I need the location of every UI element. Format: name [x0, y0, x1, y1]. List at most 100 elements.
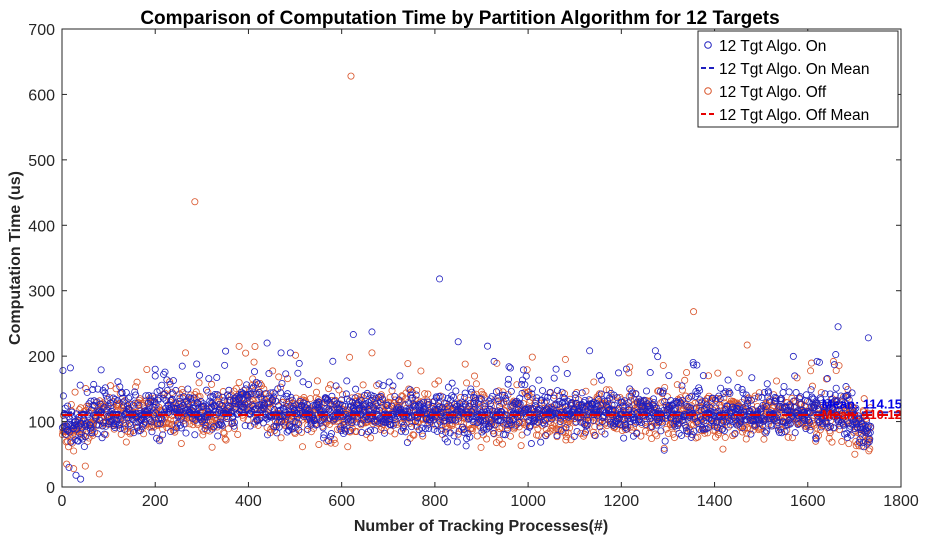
point-algo-on	[550, 394, 558, 402]
point-algo-off	[404, 360, 412, 368]
point-algo-on	[247, 390, 255, 398]
point-algo-on	[527, 440, 535, 448]
point-algo-off	[81, 462, 89, 470]
point-algo-on	[118, 389, 126, 397]
x-tick-label: 0	[58, 493, 67, 510]
point-algo-on	[372, 407, 380, 415]
point-algo-on	[443, 438, 451, 446]
point-algo-on	[560, 398, 568, 406]
point-algo-on	[89, 386, 97, 394]
point-algo-on	[283, 428, 291, 436]
point-algo-on	[273, 429, 281, 437]
point-algo-on	[699, 372, 707, 380]
point-algo-on	[648, 423, 656, 431]
point-algo-on	[748, 374, 756, 382]
point-algo-on	[199, 402, 207, 410]
point-algo-on	[775, 428, 783, 436]
point-algo-on	[379, 396, 387, 404]
y-tick-label: 400	[28, 218, 55, 235]
point-algo-on	[642, 420, 650, 428]
point-algo-on	[722, 388, 730, 396]
point-algo-on	[347, 427, 355, 435]
point-algo-off	[561, 355, 569, 363]
point-algo-on	[109, 394, 117, 402]
point-algo-off	[751, 395, 759, 403]
point-algo-on	[791, 372, 799, 380]
point-algo-on	[693, 361, 701, 369]
point-algo-on	[101, 389, 109, 397]
point-algo-off	[391, 430, 399, 438]
y-tick-label: 500	[28, 153, 55, 170]
point-algo-off	[683, 368, 691, 376]
point-algo-on	[535, 376, 543, 384]
point-algo-off	[249, 375, 257, 383]
point-algo-on	[168, 395, 176, 403]
point-algo-off	[141, 421, 149, 429]
point-algo-on	[688, 392, 696, 400]
point-algo-on	[761, 416, 769, 424]
point-algo-on	[629, 389, 637, 397]
point-algo-on	[818, 415, 826, 423]
point-algo-on	[823, 375, 831, 383]
point-algo-on	[468, 388, 476, 396]
point-algo-on	[865, 438, 873, 446]
point-algo-on	[231, 394, 239, 402]
point-algo-on	[295, 426, 303, 434]
point-algo-off	[538, 422, 546, 430]
point-algo-off	[284, 375, 292, 383]
point-algo-on	[467, 385, 475, 393]
point-algo-on	[867, 422, 875, 430]
point-algo-on	[697, 406, 705, 414]
point-algo-on	[773, 422, 781, 430]
point-algo-on	[209, 393, 217, 401]
point-algo-off	[838, 438, 846, 446]
point-algo-off	[376, 403, 384, 411]
point-algo-on	[835, 418, 843, 426]
point-algo-on	[539, 419, 547, 427]
point-algo-on	[314, 398, 322, 406]
point-algo-on	[418, 430, 426, 438]
point-algo-on	[71, 422, 79, 430]
point-algo-on	[760, 415, 768, 423]
x-tick-label: 800	[422, 493, 449, 510]
point-algo-on	[395, 396, 403, 404]
point-algo-on	[364, 428, 372, 436]
point-algo-off	[367, 434, 375, 442]
point-algo-off	[860, 395, 868, 403]
point-algo-on	[341, 427, 349, 435]
point-algo-off	[64, 437, 72, 445]
point-algo-on	[265, 370, 273, 378]
point-algo-on	[615, 404, 623, 412]
point-algo-on	[433, 427, 441, 435]
point-algo-on	[329, 416, 337, 424]
point-algo-on	[725, 388, 733, 396]
point-algo-on	[332, 382, 340, 390]
point-algo-on	[241, 400, 249, 408]
point-algo-on	[688, 431, 696, 439]
point-algo-on	[682, 424, 690, 432]
legend-marker	[704, 41, 712, 49]
point-algo-on	[718, 419, 726, 427]
point-algo-on	[658, 419, 666, 427]
point-algo-on	[832, 384, 840, 392]
point-algo-on	[406, 407, 414, 415]
point-algo-on	[90, 380, 98, 388]
point-algo-on	[270, 393, 278, 401]
point-algo-on	[436, 403, 444, 411]
point-algo-on	[833, 398, 841, 406]
point-algo-off	[220, 429, 228, 437]
point-algo-on	[717, 384, 725, 392]
point-algo-off	[594, 395, 602, 403]
point-algo-on	[542, 432, 550, 440]
x-axis-ticks: 0 200 400 600 800 1000 1200 1400 1600 1800	[58, 29, 919, 510]
point-algo-off	[511, 422, 519, 430]
point-algo-off	[409, 431, 417, 439]
y-axis-label: Computation Time (us)	[7, 171, 24, 345]
x-tick-label: 400	[235, 493, 262, 510]
point-algo-on	[273, 419, 281, 427]
point-algo-on	[167, 428, 175, 436]
point-algo-on	[792, 389, 800, 397]
point-algo-on	[367, 396, 375, 404]
point-algo-on	[675, 420, 683, 428]
